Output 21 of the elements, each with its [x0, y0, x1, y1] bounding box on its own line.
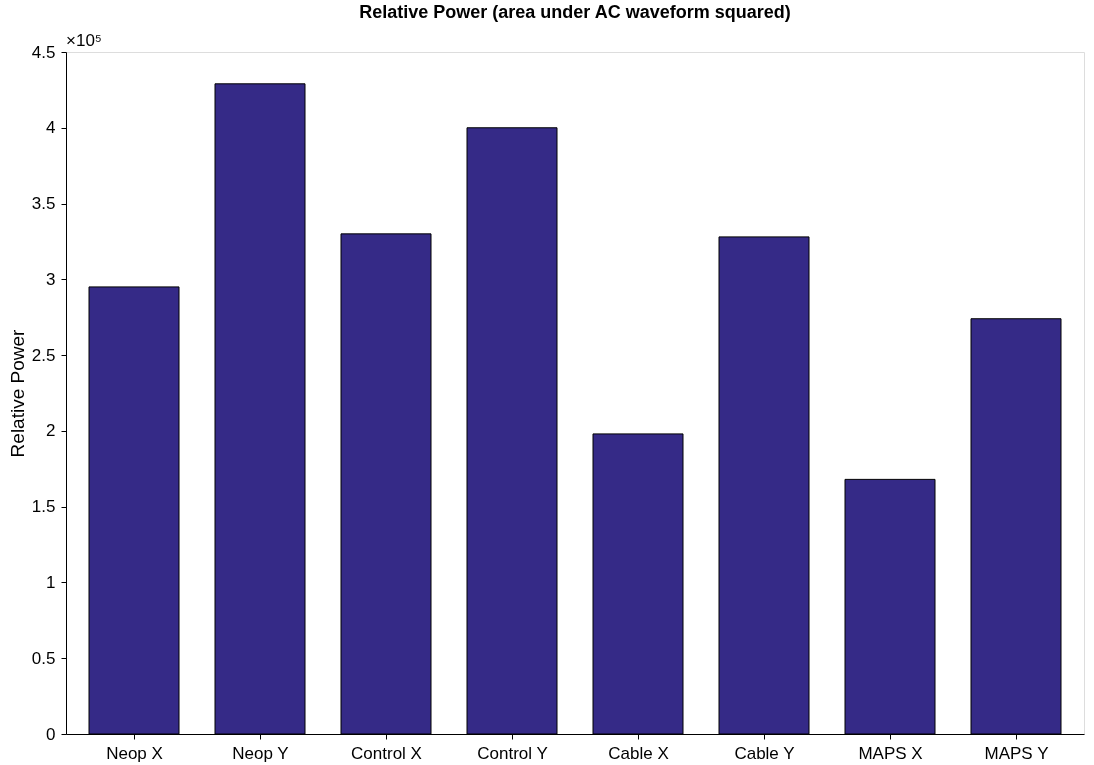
x-tick-label: MAPS X	[858, 743, 923, 763]
x-tick-label: Cable Y	[734, 743, 795, 763]
y-tick-label: 3.5	[31, 194, 56, 214]
y-tick-label: 4.5	[31, 42, 56, 62]
y-tick-label: 2	[46, 421, 56, 441]
y-tick-label: 0.5	[31, 648, 56, 668]
y-tick-label: 3	[46, 269, 56, 289]
text: ×10⁵	[66, 31, 102, 50]
x-tick-label: MAPS Y	[984, 743, 1049, 763]
y-tick-label: 4	[46, 118, 56, 138]
x-tick-label: Control Y	[477, 743, 548, 763]
x-tick-label: Cable X	[608, 743, 669, 763]
y-tick-label: 1	[46, 572, 56, 592]
x-tick-label: Neop Y	[232, 743, 289, 763]
y-axis-title: Relative Power	[6, 328, 28, 458]
y-tick-label: 0	[46, 724, 56, 744]
x-tick-label: Neop X	[106, 743, 163, 763]
y-tick-label: 2.5	[31, 345, 56, 365]
chart-title: Relative Power (area under AC waveform squared)	[359, 2, 791, 22]
x-tick-label: Control X	[351, 743, 422, 763]
y-tick-label: 1.5	[31, 497, 56, 517]
